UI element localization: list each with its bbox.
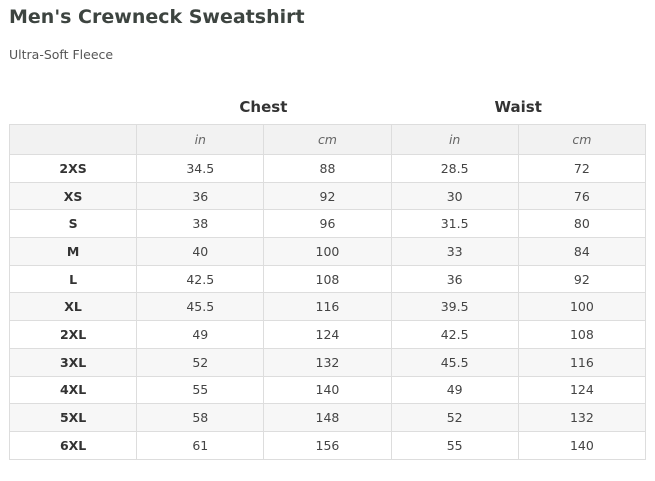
measure-cell: 88 [263, 154, 392, 183]
measure-cell: 36 [390, 264, 519, 294]
size-cell: XS [8, 181, 138, 211]
unit-cell: cm [517, 124, 647, 155]
measure-cell: 34.5 [136, 154, 265, 183]
measure-cell: 132 [263, 347, 392, 377]
measure-cell: 49 [136, 320, 265, 349]
size-row: XL 45.5 116 39.5 100 [8, 292, 647, 322]
measure-cell: 52 [136, 347, 265, 377]
measure-cell: 55 [136, 375, 265, 405]
measure-cell: 30 [390, 181, 519, 211]
size-cell: L [8, 264, 138, 294]
size-row: L 42.5 108 36 92 [8, 264, 647, 294]
measure-cell: 92 [263, 181, 392, 211]
size-cell: 2XS [8, 154, 138, 183]
size-cell: S [8, 209, 138, 239]
size-cell: 4XL [8, 375, 138, 405]
measure-cell: 96 [263, 209, 392, 239]
size-row: M 40 100 33 84 [8, 237, 647, 266]
subtitle: Ultra-Soft Fleece [9, 47, 114, 62]
corner-cell [8, 124, 138, 155]
measure-cell: 40 [136, 237, 265, 266]
measure-cell: 58 [136, 403, 265, 432]
measure-cell: 124 [517, 375, 647, 405]
measure-cell: 100 [517, 292, 647, 322]
size-row: XS 36 92 30 76 [8, 181, 647, 211]
unit-row: in cm in cm [8, 124, 647, 155]
measure-cell: 124 [263, 320, 392, 349]
size-cell: 3XL [8, 347, 138, 377]
measure-cell: 156 [263, 430, 392, 460]
measure-cell: 132 [517, 403, 647, 432]
measure-cell: 140 [517, 430, 647, 460]
measure-cell: 140 [263, 375, 392, 405]
unit-cell: in [390, 124, 519, 155]
measure-cell: 84 [517, 237, 647, 266]
measure-cell: 42.5 [136, 264, 265, 294]
measure-cell: 31.5 [390, 209, 519, 239]
measure-cell: 42.5 [390, 320, 519, 349]
group-header: Chest [239, 98, 288, 116]
size-row: 6XL 61 156 55 140 [8, 430, 647, 460]
size-table: in cm in cm 2XS 34.5 88 28.5 72 XS 36 92 30 76 S 38 96 31… [8, 124, 647, 460]
size-row: 4XL 55 140 49 124 [8, 375, 647, 405]
unit-cell: cm [263, 124, 392, 155]
measure-cell: 108 [517, 320, 647, 349]
size-cell: M [8, 237, 138, 266]
group-headers: Chest Waist [9, 98, 645, 120]
size-row: 2XS 34.5 88 28.5 72 [8, 154, 647, 183]
size-cell: 5XL [8, 403, 138, 432]
measure-cell: 61 [136, 430, 265, 460]
measure-cell: 33 [390, 237, 519, 266]
measure-cell: 80 [517, 209, 647, 239]
size-row: 5XL 58 148 52 132 [8, 403, 647, 432]
size-row: S 38 96 31.5 80 [8, 209, 647, 239]
measure-cell: 116 [517, 347, 647, 377]
measure-cell: 49 [390, 375, 519, 405]
size-cell: 6XL [8, 430, 138, 460]
measure-cell: 39.5 [390, 292, 519, 322]
measure-cell: 28.5 [390, 154, 519, 183]
measure-cell: 36 [136, 181, 265, 211]
size-cell: 2XL [8, 320, 138, 349]
measure-cell: 108 [263, 264, 392, 294]
measure-cell: 100 [263, 237, 392, 266]
measure-cell: 45.5 [136, 292, 265, 322]
title: Men's Crewneck Sweatshirt [9, 6, 305, 28]
measure-cell: 55 [390, 430, 519, 460]
measure-cell: 148 [263, 403, 392, 432]
group-header: Waist [494, 98, 542, 116]
measure-cell: 76 [517, 181, 647, 211]
measure-cell: 72 [517, 154, 647, 183]
measure-cell: 116 [263, 292, 392, 322]
size-row: 3XL 52 132 45.5 116 [8, 347, 647, 377]
unit-cell: in [136, 124, 265, 155]
measure-cell: 92 [517, 264, 647, 294]
measure-cell: 38 [136, 209, 265, 239]
size-cell: XL [8, 292, 138, 322]
measure-cell: 45.5 [390, 347, 519, 377]
size-row: 2XL 49 124 42.5 108 [8, 320, 647, 349]
measure-cell: 52 [390, 403, 519, 432]
